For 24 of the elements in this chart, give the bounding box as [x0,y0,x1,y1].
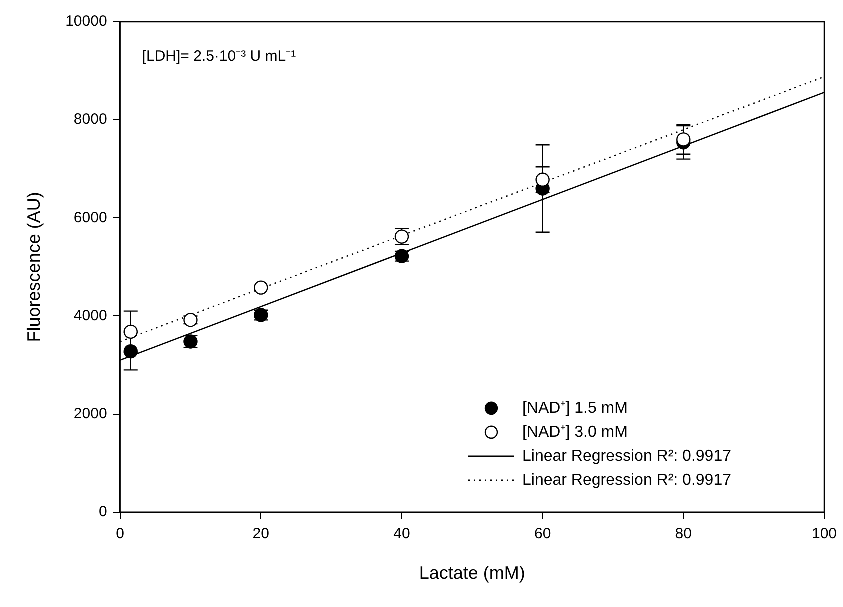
y-tick-label: 10000 [66,13,108,30]
y-tick-label: 6000 [74,209,108,226]
point [124,324,138,340]
x-tick-label: 100 [812,526,837,543]
x-tick-label: 20 [252,526,270,543]
legend-label: [NAD⁺] 3.0 mM [522,424,628,441]
y-tick-label: 4000 [74,307,108,324]
legend-label: Linear Regression R²: 0.9917 [522,448,732,465]
point [536,172,550,188]
point [124,344,138,359]
x-axis-title: Lactate (mM) [419,563,526,584]
legend-label: Linear Regression R²: 0.9917 [522,472,732,489]
y-tick-label: 0 [98,504,108,521]
annotation: [LDH]= 2.5·10⁻³ U mL⁻¹ [142,48,296,66]
x-tick-label: 0 [116,526,124,543]
x-tick-label: 80 [675,526,692,543]
legend-label: [NAD⁺] 1.5 mM [522,400,628,417]
y-axis-title: Fluorescence (AU) [24,192,44,342]
point [184,313,198,328]
x-tick-label: 60 [534,526,552,543]
y-tick-label: 2000 [74,405,108,422]
y-tick-label: 8000 [74,111,108,128]
point [676,132,691,147]
x-tick-label: 40 [394,526,410,543]
